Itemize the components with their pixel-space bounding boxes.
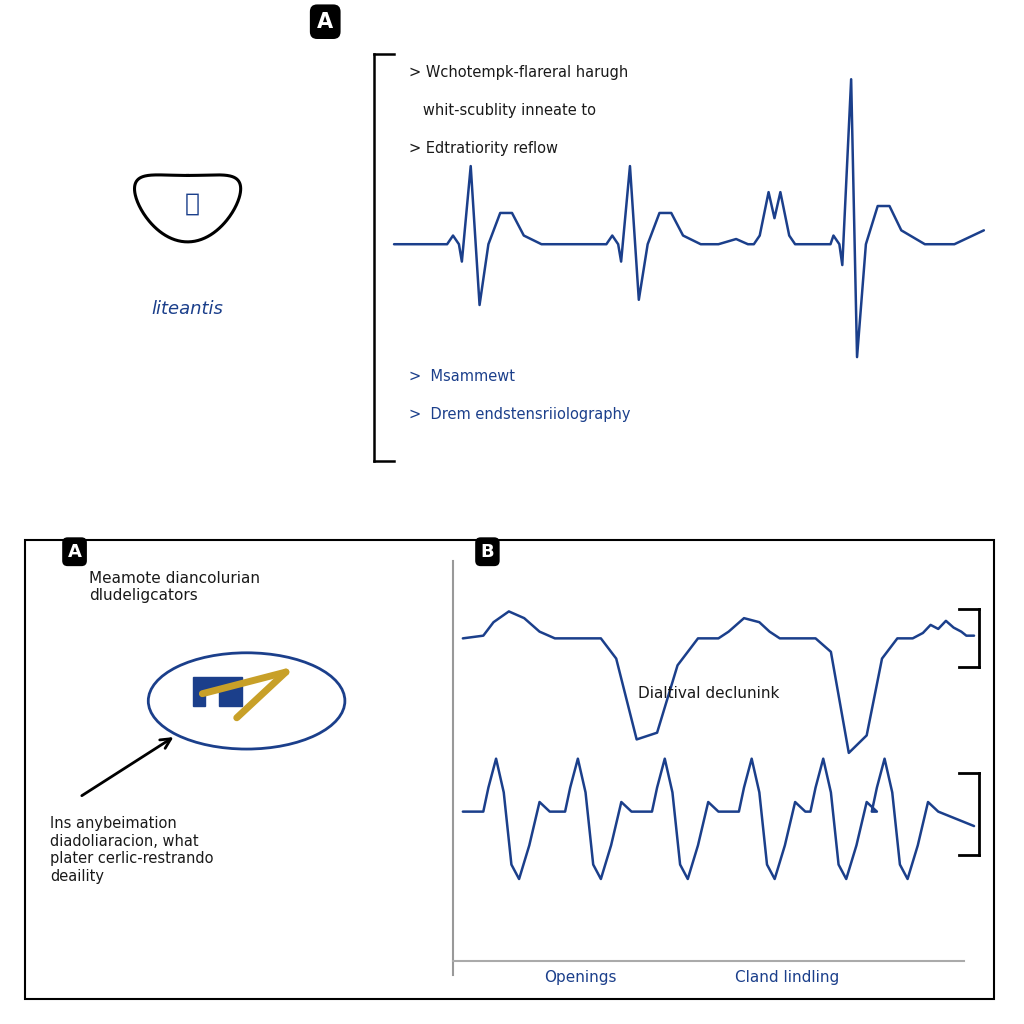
Text: > Wchotempk-flareral harugh: > Wchotempk-flareral harugh	[409, 66, 628, 80]
Text: >  Drem endstensriiolography: > Drem endstensriiolography	[409, 407, 631, 422]
Text: Ins anybeimation
diadoliaracion, what
plater cerlic-restrando
deaility: Ins anybeimation diadoliaracion, what pl…	[50, 816, 213, 884]
Text: > Edtratiority reflow: > Edtratiority reflow	[409, 141, 558, 156]
Text: >  Msammewt: > Msammewt	[409, 369, 515, 384]
Text: A: A	[68, 543, 82, 561]
Text: 🕯: 🕯	[185, 191, 200, 215]
Text: whit-scublity inneate to: whit-scublity inneate to	[409, 103, 596, 118]
Text: Cland lindling: Cland lindling	[735, 970, 840, 985]
Text: Openings: Openings	[545, 970, 617, 985]
Text: Meamote diancolurian
dludeligcators: Meamote diancolurian dludeligcators	[89, 571, 260, 603]
Text: Dialtival declunink: Dialtival declunink	[638, 686, 779, 701]
Polygon shape	[193, 677, 242, 706]
Text: A: A	[317, 11, 333, 32]
Text: B: B	[480, 543, 495, 561]
Text: liteantis: liteantis	[152, 300, 223, 318]
Circle shape	[148, 653, 345, 750]
